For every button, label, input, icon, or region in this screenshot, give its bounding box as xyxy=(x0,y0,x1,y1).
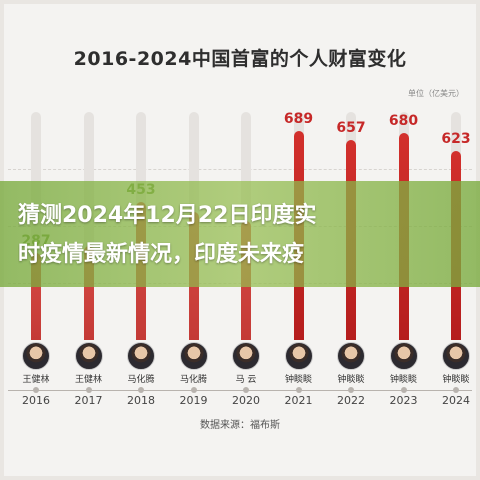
year-tick-label: 2023 xyxy=(389,394,418,407)
person-name: 王健林 xyxy=(22,375,50,385)
portrait-icon xyxy=(284,342,313,370)
year-tick-label: 2017 xyxy=(74,394,103,407)
data-source: 数据来源：福布斯 xyxy=(200,420,280,431)
portrait-icon xyxy=(179,342,208,370)
bar-2017 xyxy=(83,245,94,340)
headline-line-2: 时疫情最新情况，印度未来疫 xyxy=(18,242,305,267)
person-name: 马 云 xyxy=(235,375,257,385)
person-name: 钟睒睒 xyxy=(442,375,470,385)
portrait-icon xyxy=(442,342,470,370)
year-tick-label: 2018 xyxy=(127,394,155,407)
timeline-axis xyxy=(8,390,472,391)
bar-2016 xyxy=(31,252,41,340)
bar-value-label: 680 xyxy=(388,113,419,130)
chart-title: 2016-2024中国首富的个人财富变化 xyxy=(73,48,407,70)
bar-value-label: 689 xyxy=(283,110,314,127)
person-name: 王健林 xyxy=(74,375,102,385)
portrait-icon xyxy=(232,342,260,370)
portrait-icon xyxy=(74,342,103,370)
person-name: 钟睒睒 xyxy=(284,375,312,385)
portrait-icon xyxy=(22,342,50,370)
person-name: 钟睒睒 xyxy=(389,375,417,385)
person-name: 钟睒睒 xyxy=(337,375,365,385)
person-name: 马化腾 xyxy=(179,375,207,385)
portrait-icon xyxy=(389,342,418,370)
gridline xyxy=(8,169,472,170)
year-tick-label: 2019 xyxy=(179,394,208,407)
unit-label: 单位（亿美元） xyxy=(408,89,464,98)
portrait-icon xyxy=(127,342,155,370)
year-tick-label: 2016 xyxy=(22,394,50,407)
headline-banner xyxy=(0,181,480,287)
bar-value-label: 623 xyxy=(441,130,471,147)
headline-line-1: 猜测2024年12月22日印度实 xyxy=(18,203,317,228)
year-tick-label: 2020 xyxy=(232,394,260,407)
headline-text: 猜测2024年12月22日印度实 时疫情最新情况，印度未来疫 xyxy=(18,196,474,274)
year-tick-label: 2022 xyxy=(337,394,365,407)
person-name: 马化腾 xyxy=(127,375,155,385)
bar-value-label: 657 xyxy=(336,120,366,137)
year-tick-label: 2024 xyxy=(442,394,470,407)
portrait-icon xyxy=(337,342,365,370)
year-tick-label: 2021 xyxy=(284,394,313,407)
